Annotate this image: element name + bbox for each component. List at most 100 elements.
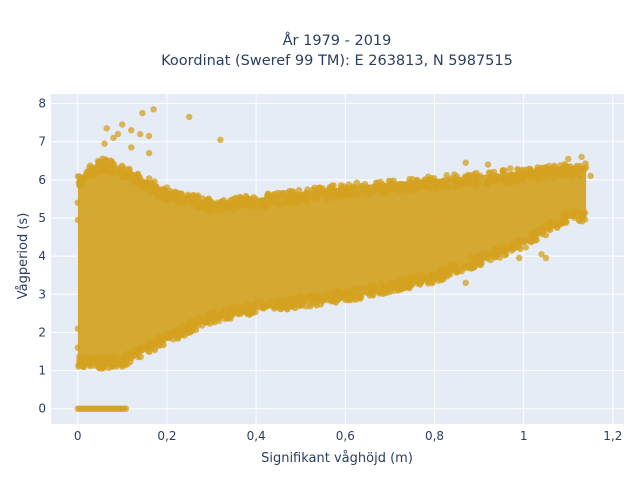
scatter-point	[284, 305, 291, 312]
scatter-point-outlier	[565, 155, 572, 163]
scatter-point	[490, 168, 498, 176]
scatter-point	[251, 300, 259, 308]
scatter-point	[533, 228, 540, 235]
scatter-point	[514, 176, 521, 183]
scatter-point	[135, 173, 143, 181]
scatter-point-outlier	[103, 125, 110, 132]
scatter-point	[131, 177, 139, 185]
scatter-point	[299, 191, 306, 198]
scatter-point-outlier	[137, 130, 144, 138]
y-tick-label: 1	[38, 364, 46, 378]
scatter-point-outlier	[150, 106, 157, 113]
scatter-point	[226, 305, 234, 312]
scatter-point	[246, 311, 253, 318]
scatter-point	[369, 282, 376, 289]
scatter-point	[155, 333, 162, 340]
scatter-point-outlier	[145, 149, 153, 157]
scatter-point	[473, 169, 480, 177]
scatter-point	[151, 345, 158, 352]
scatter-point	[199, 195, 207, 202]
scatter-point	[339, 290, 347, 297]
scatter-point	[173, 196, 180, 203]
scatter-point	[469, 264, 476, 272]
scatter-point	[541, 175, 549, 182]
scatter-point	[485, 169, 493, 176]
scatter-point-outlier	[101, 140, 108, 147]
scatter-point-outlier	[74, 216, 82, 224]
scatter-point	[308, 297, 315, 305]
scatter-point	[227, 309, 235, 317]
scatter-cloud-core	[77, 161, 587, 366]
scatter-point	[95, 161, 103, 168]
scatter-point	[513, 241, 520, 248]
scatter-point	[162, 195, 169, 202]
scatter-point	[581, 216, 589, 223]
scatter-point	[127, 350, 134, 358]
y-tick-label: 3	[38, 287, 46, 301]
x-tick-label: 0,2	[157, 429, 176, 443]
scatter-point	[268, 300, 275, 307]
x-tick-label: 0,6	[336, 429, 355, 443]
scatter-point	[352, 294, 359, 302]
scatter-point-outlier	[507, 165, 514, 172]
scatter-point	[132, 348, 139, 355]
scatter-point	[435, 183, 443, 191]
scatter-point	[378, 279, 385, 287]
scatter-point	[86, 162, 94, 169]
scatter-point	[445, 175, 452, 183]
scatter-point	[484, 255, 491, 262]
x-tick-label: 0,8	[425, 429, 444, 443]
scatter-point-outlier	[516, 254, 523, 262]
scatter-point	[576, 217, 583, 224]
scatter-point	[565, 164, 572, 171]
scatter-point	[185, 320, 192, 327]
scatter-point	[405, 279, 412, 286]
scatter-point	[78, 354, 85, 361]
y-tick-label: 0	[38, 402, 46, 416]
scatter-point-outlier	[484, 161, 492, 168]
scatter-point	[491, 245, 498, 253]
scatter-point	[188, 327, 196, 335]
scatter-point	[211, 318, 219, 326]
scatter-point	[119, 173, 127, 180]
scatter-point	[83, 170, 90, 177]
scatter-point	[570, 209, 577, 216]
scatter-point	[389, 186, 396, 193]
scatter-point	[514, 165, 521, 173]
scatter-point	[460, 263, 467, 271]
scatter-point	[559, 219, 566, 227]
scatter-point	[328, 298, 335, 305]
scatter-point	[221, 315, 228, 322]
scatter-point	[461, 178, 469, 185]
scatter-point	[577, 168, 585, 175]
scatter-point	[289, 188, 296, 195]
scatter-point	[411, 180, 418, 188]
scatter-point	[156, 186, 163, 194]
scatter-point	[420, 275, 427, 283]
scatter-point-outlier	[114, 130, 122, 138]
scatter-point-outlier	[128, 144, 135, 151]
scatter-point	[509, 178, 517, 185]
scatter-point	[309, 186, 316, 193]
scatter-point	[357, 292, 364, 299]
y-tick-label: 2	[38, 325, 46, 339]
scatter-point-outlier	[587, 172, 594, 180]
x-axis-ticks: 0 0,2 0,4 0,6 0,8 1 1,2	[74, 429, 622, 443]
scatter-point	[230, 195, 238, 202]
scatter-point	[452, 261, 459, 268]
scatter-point	[454, 181, 462, 188]
y-axis-title: Vågperiod (s)	[16, 213, 31, 300]
scatter-point	[182, 325, 189, 332]
scatter-point	[118, 162, 126, 169]
scatter-point	[423, 184, 430, 192]
scatter-point	[271, 305, 278, 312]
scatter-point-outlier	[139, 109, 146, 117]
scatter-point	[229, 202, 236, 209]
scatter-point	[582, 164, 590, 171]
scatter-point	[212, 206, 219, 214]
scatter-point	[440, 265, 447, 273]
scatter-point	[102, 158, 109, 165]
scatter-point	[437, 276, 445, 283]
scatter-point	[273, 200, 281, 208]
scatter-point	[296, 293, 304, 300]
